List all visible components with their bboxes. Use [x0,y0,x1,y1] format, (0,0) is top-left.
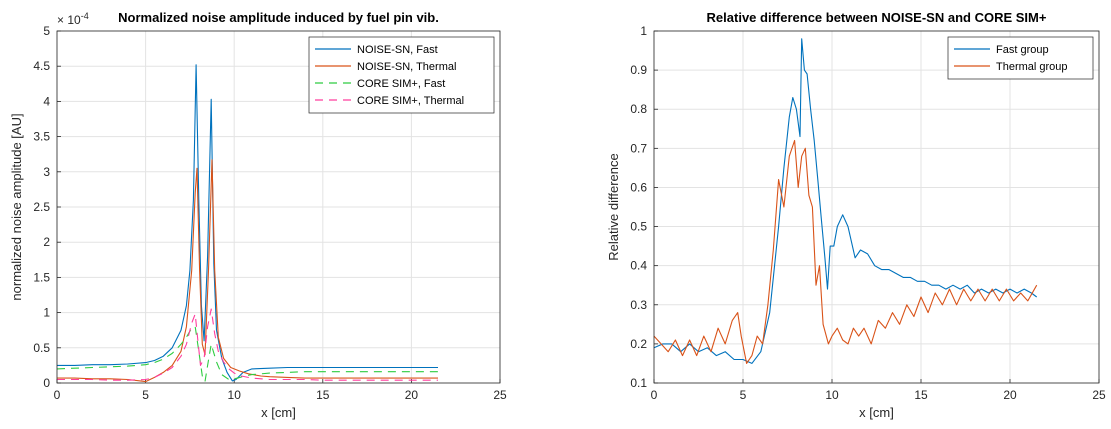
y-tick-label: 0.5 [630,220,647,234]
legend-box [947,36,1094,80]
y-tick-label: 0.5 [33,341,50,355]
series-line [57,159,438,383]
legend-label: Fast group [996,44,1049,56]
x-axis-label-left: x [cm] [261,405,296,420]
y-tick-label: 1 [43,306,50,320]
x-tick-label: 20 [405,388,419,402]
y-tick-label: 3.5 [33,130,50,144]
y-tick-label: 0.8 [630,102,647,116]
chart-left: 0 5 10 15 20 25 0 0.5 1 1.5 2 2.5 3 3.5 4 4.5 5 Normali… [9,10,507,420]
x-tick-label: 5 [740,388,747,402]
chart-right: 0 5 10 15 20 25 0.10.20.30.40.50.60.70.80.91 … [606,10,1106,420]
x-tick-label: 0 [54,388,61,402]
x-tick-label: 0 [651,388,658,402]
chart-title-right: Relative difference between NOISE-SN and… [707,10,1047,25]
x-tick-label: 10 [228,388,242,402]
series-line [653,38,1038,364]
series-line [57,308,438,381]
y-exponent-power: -4 [81,11,89,21]
y-tick-label: 0.2 [630,337,647,351]
x-axis-label-right: x [cm] [859,405,894,420]
series-lines-left [56,64,438,383]
y-axis-label-right: Relative difference [606,153,621,260]
x-tick-label: 20 [1003,388,1017,402]
series-line [653,139,1038,364]
y-tick-labels-right: 0.1 0.2 0.3 0.4 0.5 0.6 0.7 0.8 0.9 1 [630,24,647,390]
x-tick-label: 10 [825,388,839,402]
y-tick-label: 0 [43,376,50,390]
y-exponent-label-left: × 10-4 [57,11,89,27]
legend-label: CORE SIM+, Thermal [357,95,464,107]
y-tick-label: 3 [43,165,50,179]
axes-frame-right [653,30,1100,384]
series-lines-right [653,38,1038,364]
axes-frame-left [56,30,501,384]
legend-right: Fast group Thermal group [947,36,1094,80]
y-tick-label: 0.1 [630,376,647,390]
legend-label: NOISE-SN, Thermal [357,61,456,73]
x-tick-labels-right: 0 5 10 15 20 25 [651,388,1106,402]
x-tick-label: 25 [493,388,507,402]
chart-title-left: Normalized noise amplitude induced by fu… [118,10,439,25]
y-tick-label: 1 [640,24,647,38]
y-tick-label: 0.3 [630,298,647,312]
y-tick-label: 0.7 [630,141,647,155]
y-tick-label: 2 [43,235,50,249]
legend-label: CORE SIM+, Fast [357,78,445,90]
y-tick-label: 0.9 [630,63,647,77]
x-tick-label: 15 [316,388,330,402]
series-line [56,326,438,383]
y-exponent-base: × 10 [57,13,81,27]
y-tick-label: 2.5 [33,200,50,214]
y-tick-label: 5 [43,24,50,38]
y-tick-label: 0.4 [630,259,647,273]
y-axis-label-left: normalized noise amplitude [AU] [9,113,24,300]
y-tick-label: 1.5 [33,270,50,284]
y-tick-label: 4.5 [33,59,50,73]
x-tick-labels-left: 0 5 10 15 20 25 [54,388,507,402]
x-tick-label: 15 [914,388,928,402]
y-tick-label: 4 [43,94,50,108]
legend-box [308,36,495,114]
legend-label: Thermal group [996,61,1068,73]
plot-area-right [654,31,1099,383]
y-tick-labels-left: 0 0.5 1 1.5 2 2.5 3 3.5 4 4.5 5 [33,24,50,390]
x-tick-label: 5 [142,388,149,402]
legend-left: NOISE-SN, Fast NOISE-SN, Thermal CORE SIM+… [308,36,495,114]
legend-label: NOISE-SN, Fast [357,44,438,56]
y-tick-label: 0.6 [630,180,647,194]
x-tick-label: 25 [1092,388,1106,402]
